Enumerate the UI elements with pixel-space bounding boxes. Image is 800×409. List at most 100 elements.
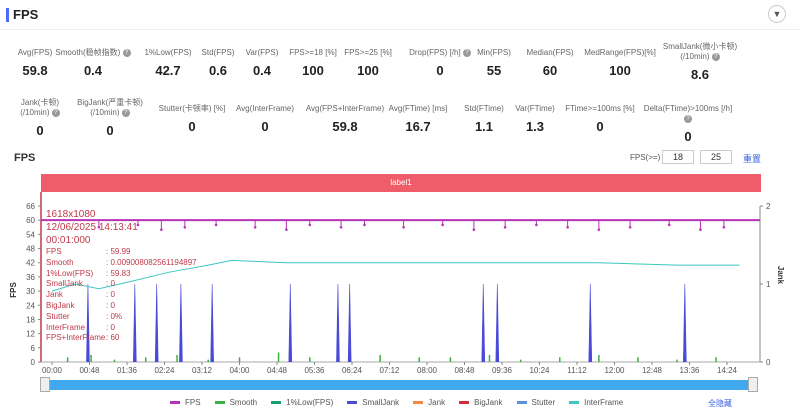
stat-value: 0 xyxy=(36,123,44,138)
x-tick-label: 02:24 xyxy=(154,366,175,375)
stat-stats_row1-5: FPS>=18 [%] 100 xyxy=(268,48,358,78)
stat-label: Avg(FTime) [ms] xyxy=(388,104,448,113)
y-tick-label: 66 xyxy=(26,202,35,211)
y-tick-label: 60 xyxy=(26,216,35,225)
slider-handle-left[interactable] xyxy=(40,377,50,392)
stat-stats_row1-10: MedRange(FPS)[%] 100 xyxy=(575,48,665,78)
stat-stats_row1-11: SmallJank(微小卡顿) (/10min) ? 8.6 xyxy=(655,42,745,82)
stat-stats_row1-9: Median(FPS) 60 xyxy=(505,48,595,78)
legend-item[interactable]: SmallJank xyxy=(347,398,399,407)
stat-label: Var(FTime) xyxy=(515,104,555,113)
stat-label: Min(FPS) xyxy=(477,48,511,57)
stat-stats_row1-0: Avg(FPS) 59.8 xyxy=(0,48,80,78)
reset-button[interactable]: 重置 xyxy=(743,154,762,164)
x-tick-label: 08:48 xyxy=(454,366,475,375)
smalljank-spike xyxy=(347,283,352,363)
legend-swatch xyxy=(347,401,358,404)
y-tick-label: 54 xyxy=(26,230,35,239)
label-bar[interactable]: label1 xyxy=(41,174,761,192)
stat-stats_row2-0: Jank(卡顿) (/10min) ? 0 xyxy=(0,98,85,138)
stat-value: 42.7 xyxy=(155,63,181,78)
smalljank-spike xyxy=(179,283,183,363)
stat-stats_row1-3: Std(FPS) 0.6 xyxy=(173,48,263,78)
fps-point xyxy=(136,223,140,227)
y-axis-label: FPS xyxy=(9,282,18,298)
x-tick-label: 10:24 xyxy=(529,366,550,375)
help-icon[interactable]: ? xyxy=(711,52,720,61)
chart-legend: FPS Smooth 1%Low(FPS) SmallJank Jank BigJank S… xyxy=(170,398,637,407)
stat-value: 8.6 xyxy=(690,67,710,82)
x-tick-label: 08:00 xyxy=(417,366,438,375)
tooltip-row: FPS: 59.99 xyxy=(46,247,131,256)
fps-point xyxy=(183,225,187,229)
tooltip-resolution: 1618x1080 xyxy=(46,209,96,220)
stat-label: BigJank(严重卡顿) (/10min) ? xyxy=(77,98,143,117)
help-icon[interactable]: ? xyxy=(684,114,692,123)
smalljank-spike xyxy=(683,283,687,363)
chevron-down-icon[interactable]: ▼ xyxy=(768,5,786,23)
fps-point xyxy=(97,225,101,229)
threshold-input-2[interactable]: 25 xyxy=(700,150,732,164)
stat-stats_row1-6: FPS>=25 [%] 100 xyxy=(323,48,413,78)
fps-point xyxy=(597,228,601,231)
stat-value: 0.6 xyxy=(208,63,228,78)
help-icon[interactable]: ? xyxy=(462,48,471,57)
fps-point xyxy=(472,228,476,231)
stat-stats_row2-2: Stutter(卡顿率) [%] 0 xyxy=(147,104,237,134)
x-tick-label: 12:48 xyxy=(642,366,663,375)
legend-swatch xyxy=(214,401,225,404)
legend-item[interactable]: Smooth xyxy=(214,398,257,407)
legend-item[interactable]: 1%Low(FPS) xyxy=(271,398,333,407)
tooltip-row: FPS+InterFrame: 60 xyxy=(46,333,120,343)
stat-value: 100 xyxy=(609,63,631,78)
stat-value: 0 xyxy=(106,123,114,138)
x-tick-label: 03:12 xyxy=(192,366,213,375)
fps-point xyxy=(441,223,444,227)
legend-item[interactable]: Jank xyxy=(413,398,445,407)
legend-item[interactable]: FPS xyxy=(170,398,201,407)
stat-value: 100 xyxy=(357,63,379,78)
tooltip-row: 1%Low(FPS): 59.83 xyxy=(46,268,131,278)
help-icon[interactable]: ? xyxy=(121,108,130,117)
smalljank-spike xyxy=(154,283,159,363)
legend-item[interactable]: BigJank xyxy=(459,398,503,407)
stat-label: Avg(FPS) xyxy=(17,48,53,57)
fps-point xyxy=(308,223,312,227)
time-range-slider[interactable] xyxy=(41,380,757,390)
stat-value: 0 xyxy=(188,119,196,134)
help-icon[interactable]: ? xyxy=(122,48,131,57)
stat-label: FPS>=18 [%] xyxy=(289,48,337,57)
stat-value: 1.3 xyxy=(525,119,545,134)
stat-value: 1.1 xyxy=(474,119,494,134)
stat-value: 0 xyxy=(684,129,692,144)
smalljank-spike xyxy=(288,283,293,363)
threshold-input-1[interactable]: 18 xyxy=(662,150,694,164)
stat-value: 0 xyxy=(261,119,269,134)
hide-all-button[interactable]: 全隐藏 xyxy=(708,399,732,408)
smalljank-spike xyxy=(336,283,340,363)
tooltip-row: SmallJank: 0 xyxy=(46,279,115,289)
y-tick-label: 36 xyxy=(26,273,35,282)
slider-handle-right[interactable] xyxy=(748,377,758,392)
fps-point xyxy=(363,223,366,227)
fps-point xyxy=(628,225,632,229)
y-tick-label: 12 xyxy=(26,330,35,339)
stat-label: MedRange(FPS)[%] xyxy=(584,48,656,57)
legend-item[interactable]: Stutter xyxy=(516,398,555,407)
stat-label: SmallJank(微小卡顿) (/10min) ? xyxy=(662,42,738,61)
y-tick-label: 30 xyxy=(26,287,35,296)
fps-point xyxy=(339,225,343,229)
tooltip-row: Stutter: 0% xyxy=(46,311,123,321)
y-tick-label: 6 xyxy=(31,344,36,353)
tooltip-row: InterFrame: 0 xyxy=(46,322,115,332)
accent-bar xyxy=(6,8,9,22)
stat-stats_row2-5: Avg(FTime) [ms] 16.7 xyxy=(373,104,463,134)
x-tick-label: 00:00 xyxy=(42,366,63,375)
fps-point xyxy=(160,228,163,231)
fps-point xyxy=(402,225,405,229)
help-icon[interactable]: ? xyxy=(51,108,60,117)
fps-point xyxy=(667,223,671,227)
legend-item[interactable]: InterFrame xyxy=(569,398,623,407)
stat-value: 55 xyxy=(486,63,502,78)
